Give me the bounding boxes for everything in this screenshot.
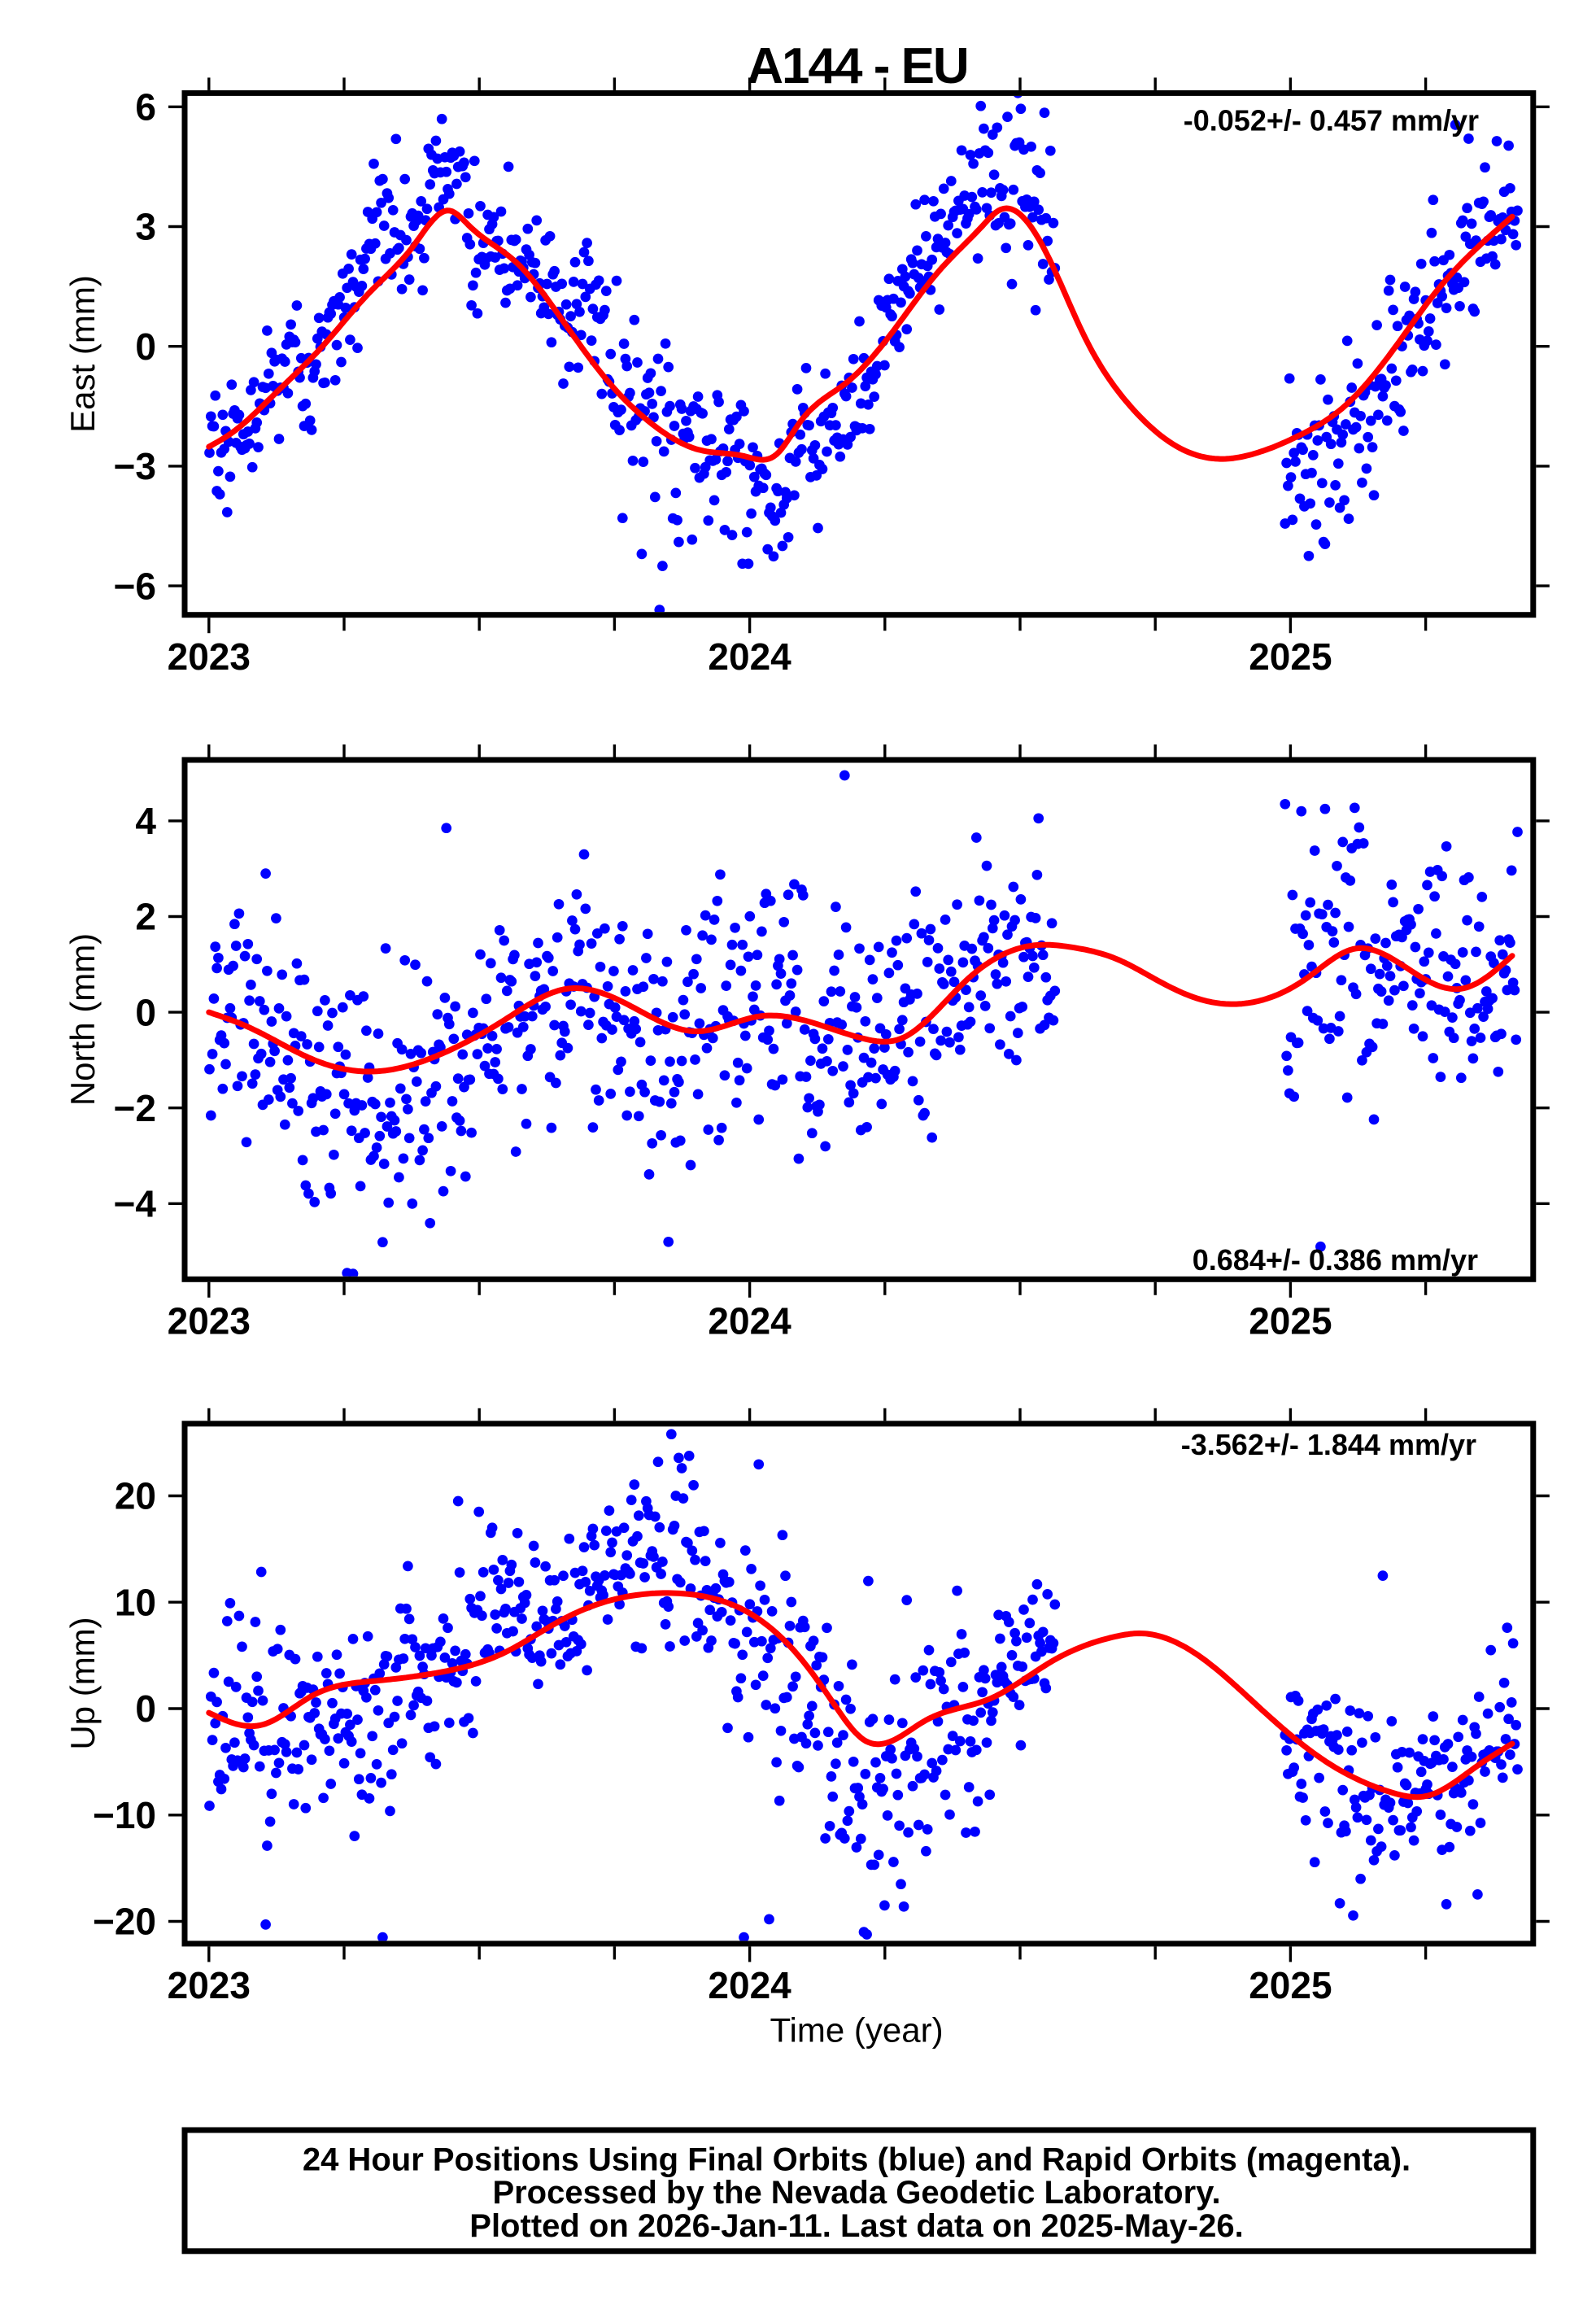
svg-text:−20: −20 <box>93 1901 156 1943</box>
svg-text:2023: 2023 <box>168 1964 251 2006</box>
svg-text:Processed by the Nevada Geodet: Processed by the Nevada Geodetic Laborat… <box>492 2175 1220 2211</box>
svg-text:-0.052+/- 0.457 mm/yr: -0.052+/- 0.457 mm/yr <box>1184 104 1479 138</box>
svg-text:2: 2 <box>135 896 156 938</box>
svg-text:2024: 2024 <box>708 1964 791 2006</box>
svg-text:−10: −10 <box>93 1794 156 1836</box>
svg-text:20: 20 <box>115 1475 156 1517</box>
svg-text:−3: −3 <box>114 445 156 487</box>
svg-text:2023: 2023 <box>168 635 251 678</box>
svg-text:0: 0 <box>135 325 156 368</box>
svg-text:North (mm): North (mm) <box>63 933 102 1106</box>
svg-text:3: 3 <box>135 206 156 248</box>
svg-text:2024: 2024 <box>708 1300 791 1342</box>
svg-text:0: 0 <box>135 991 156 1033</box>
svg-text:Time (year): Time (year) <box>770 2011 943 2050</box>
svg-text:0.684+/- 0.386 mm/yr: 0.684+/- 0.386 mm/yr <box>1193 1243 1478 1277</box>
svg-text:2025: 2025 <box>1249 1964 1332 2006</box>
svg-text:6: 6 <box>135 86 156 129</box>
svg-text:2023: 2023 <box>168 1300 251 1342</box>
svg-text:0: 0 <box>135 1687 156 1730</box>
svg-text:2025: 2025 <box>1249 1300 1332 1342</box>
svg-text:-3.562+/- 1.844 mm/yr: -3.562+/- 1.844 mm/yr <box>1181 1428 1476 1461</box>
svg-text:2025: 2025 <box>1249 635 1332 678</box>
svg-text:East (mm): East (mm) <box>63 275 102 433</box>
svg-text:10: 10 <box>115 1582 156 1624</box>
svg-text:4: 4 <box>135 800 156 842</box>
svg-text:−6: −6 <box>114 565 156 607</box>
svg-text:24 Hour Positions Using Final: 24 Hour Positions Using Final Orbits (bl… <box>303 2141 1411 2177</box>
svg-text:2024: 2024 <box>708 635 791 678</box>
svg-text:Plotted on 2026-Jan-11. Last d: Plotted on 2026-Jan-11. Last data on 202… <box>469 2208 1243 2244</box>
svg-text:A144 - EU: A144 - EU <box>747 38 967 94</box>
svg-text:−4: −4 <box>114 1183 157 1225</box>
svg-text:Up (mm): Up (mm) <box>63 1617 102 1749</box>
svg-text:−2: −2 <box>114 1087 156 1129</box>
